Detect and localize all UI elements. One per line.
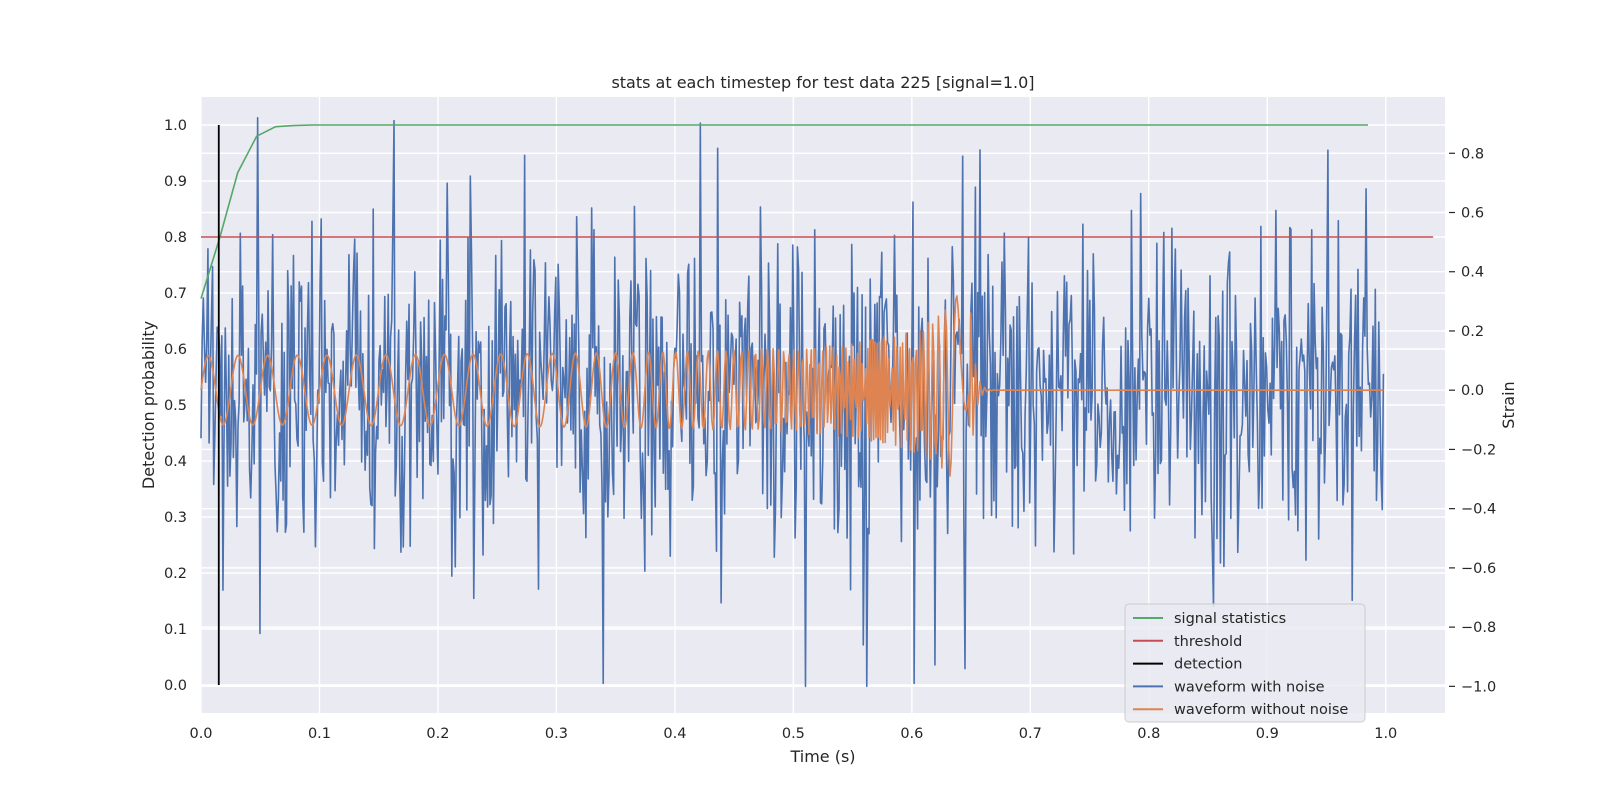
y-tick-label: 0.3: [164, 510, 187, 526]
y2-tick-label: 0.4: [1461, 265, 1484, 281]
series-waveform-with-noise: [200, 116, 1385, 688]
series-layer: [200, 116, 1434, 688]
y-tick-label: 0.7: [164, 286, 187, 302]
y-axis-left: 0.0 0.1 0.2 0.3 0.4 0.5 0.6 0.7 0.8 0.9 1.0: [164, 118, 187, 694]
y-tick-label: 0.4: [164, 454, 187, 470]
x-tick-label: 0.1: [308, 726, 331, 742]
x-axis: 0.0 0.1 0.2 0.3 0.4 0.5 0.6 0.7 0.8 0.9 1.0: [189, 726, 1397, 742]
x-tick-label: 0.4: [663, 726, 686, 742]
x-tick-label: 0.7: [1019, 726, 1042, 742]
series-signal-statistics: [200, 124, 1368, 299]
y-tick-label: 1.0: [164, 118, 187, 134]
x-tick-label: 0.5: [782, 726, 805, 742]
y-tick-label: 0.2: [164, 566, 187, 582]
chart-title: stats at each timestep for test data 225…: [611, 73, 1034, 92]
y-tick-label: 0.1: [164, 622, 187, 638]
y-tick-label: 0.9: [164, 174, 187, 190]
y2-tick-label: −0.2: [1461, 442, 1496, 458]
y2-tick-label: 0.0: [1461, 383, 1484, 399]
y2-tick-label: 0.8: [1461, 146, 1484, 162]
y2-axis-label: Strain: [1499, 381, 1518, 428]
legend: signal statistics threshold detection wavef…: [1124, 603, 1366, 723]
y-axis-right: −1.0 −0.8 −0.6 −0.4 −0.2 0.0 0.2 0.4 0.6 0.8: [1449, 146, 1496, 695]
y-tick-label: 0.6: [164, 342, 187, 358]
y-axis-label: Detection probability: [139, 321, 158, 489]
legend-entry: signal statistics: [1174, 611, 1286, 627]
x-tick-label: 0.9: [1256, 726, 1279, 742]
legend-entry: waveform without noise: [1174, 702, 1348, 718]
legend-box: [1124, 603, 1366, 723]
y-tick-label: 0.8: [164, 230, 187, 246]
y2-tick-label: 0.6: [1461, 206, 1484, 222]
legend-entry: detection: [1174, 657, 1242, 673]
x-tick-label: 0.3: [545, 726, 568, 742]
series-waveform-without-noise: [200, 295, 1384, 477]
x-tick-label: 0.8: [1137, 726, 1160, 742]
y2-tick-label: −0.8: [1461, 620, 1496, 636]
x-tick-label: 0.0: [189, 726, 212, 742]
legend-entry: threshold: [1174, 634, 1242, 650]
y2-tick-label: −0.6: [1461, 561, 1496, 577]
y2-tick-label: −1.0: [1461, 679, 1496, 695]
x-tick-label: 0.2: [426, 726, 449, 742]
y2-tick-label: 0.2: [1461, 324, 1484, 340]
y2-tick-label: −0.4: [1461, 502, 1496, 518]
x-tick-label: 1.0: [1374, 726, 1397, 742]
y-tick-label: 0.0: [164, 678, 187, 694]
y-tick-label: 0.5: [164, 398, 187, 414]
x-axis-label: Time (s): [789, 747, 855, 766]
legend-entry: waveform with noise: [1174, 679, 1325, 695]
x-tick-label: 0.6: [900, 726, 923, 742]
